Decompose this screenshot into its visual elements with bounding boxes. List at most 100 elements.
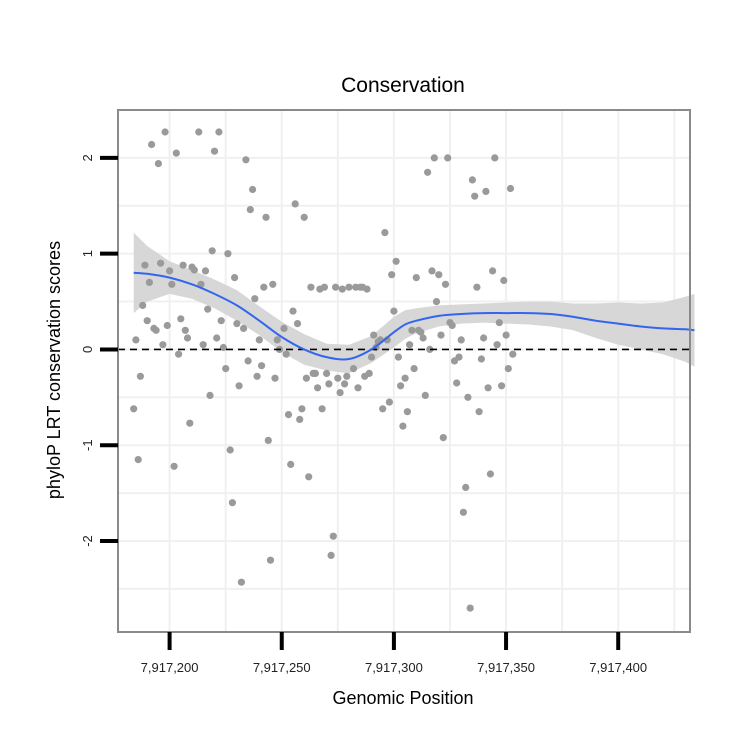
data-point	[287, 460, 295, 468]
data-point	[403, 408, 411, 416]
data-point	[175, 350, 183, 358]
data-point	[329, 532, 337, 540]
data-point	[302, 374, 310, 382]
x-tick-label: 7,917,350	[477, 660, 535, 675]
data-point	[509, 350, 517, 358]
data-point	[506, 184, 515, 193]
data-point	[453, 379, 461, 387]
data-point	[320, 283, 328, 291]
data-point	[240, 324, 248, 332]
data-point	[139, 301, 147, 309]
data-point	[457, 336, 465, 344]
data-point	[215, 128, 223, 136]
data-point	[473, 283, 481, 291]
data-point	[480, 334, 488, 342]
data-point	[504, 365, 512, 373]
data-point	[231, 274, 239, 282]
data-point	[394, 353, 402, 361]
data-point	[426, 345, 434, 353]
data-point	[341, 380, 349, 388]
data-point	[379, 405, 387, 413]
x-axis: 7,917,200 7,917,250 7,917,300 7,917,350 7,91…	[141, 632, 647, 675]
data-point	[181, 326, 189, 334]
y-tick-label: -2	[80, 535, 95, 547]
data-point	[219, 343, 227, 352]
data-point	[260, 283, 268, 291]
panel-background	[118, 110, 690, 632]
data-point	[264, 436, 272, 444]
data-point	[318, 405, 326, 413]
data-point	[419, 334, 427, 342]
data-point	[381, 229, 389, 237]
data-point	[370, 331, 378, 339]
data-point	[235, 382, 243, 390]
data-point	[482, 187, 490, 195]
data-point	[455, 353, 463, 361]
data-point	[349, 365, 358, 373]
data-point	[401, 374, 409, 382]
data-point	[293, 320, 302, 328]
data-point	[179, 261, 187, 269]
data-point	[163, 321, 171, 330]
data-point	[183, 334, 192, 342]
x-tick-label: 7,917,200	[141, 660, 199, 675]
data-point	[367, 353, 376, 361]
data-point	[145, 278, 153, 286]
data-point	[475, 408, 483, 416]
data-point	[298, 405, 306, 413]
data-point	[255, 336, 263, 344]
data-point	[199, 341, 207, 349]
data-point	[208, 247, 216, 255]
data-point	[262, 213, 270, 221]
data-point	[439, 434, 447, 442]
data-point	[327, 551, 335, 560]
data-point	[325, 380, 333, 388]
data-point	[459, 508, 467, 516]
data-point	[201, 267, 210, 275]
data-point	[206, 391, 214, 399]
data-point	[217, 317, 225, 325]
data-point	[296, 415, 304, 423]
x-axis-label: Genomic Position	[332, 688, 473, 708]
data-point	[166, 267, 174, 275]
data-point	[502, 331, 510, 339]
data-point	[222, 365, 230, 373]
plot-panel	[117, 109, 695, 633]
data-point	[336, 389, 344, 397]
data-point	[311, 369, 319, 377]
data-point	[244, 357, 252, 365]
data-point	[412, 274, 420, 282]
data-point	[343, 372, 351, 380]
data-point	[397, 382, 405, 390]
data-point	[213, 334, 221, 342]
data-point	[392, 257, 400, 265]
data-point	[172, 149, 180, 157]
data-point	[410, 365, 418, 373]
data-point	[448, 321, 456, 330]
data-point	[132, 336, 140, 344]
data-point	[148, 140, 156, 149]
data-point	[141, 261, 149, 269]
data-point	[441, 280, 450, 288]
data-point	[314, 384, 322, 392]
y-tick-label: -1	[80, 439, 95, 451]
data-point	[134, 456, 142, 464]
data-point	[354, 384, 362, 392]
data-point	[242, 156, 250, 164]
data-point	[338, 285, 346, 293]
data-point	[323, 369, 331, 377]
data-point	[143, 317, 151, 325]
data-point	[154, 160, 162, 168]
data-point	[435, 271, 443, 279]
data-point	[237, 578, 245, 586]
data-point	[210, 147, 219, 155]
y-tick-label: 0	[80, 346, 95, 353]
data-point	[170, 462, 178, 470]
data-point	[484, 384, 492, 392]
data-point	[491, 154, 499, 162]
data-point	[305, 473, 313, 481]
data-point	[307, 283, 315, 291]
data-point	[345, 283, 353, 291]
y-tick-label: 2	[80, 154, 95, 161]
data-point	[489, 267, 497, 275]
